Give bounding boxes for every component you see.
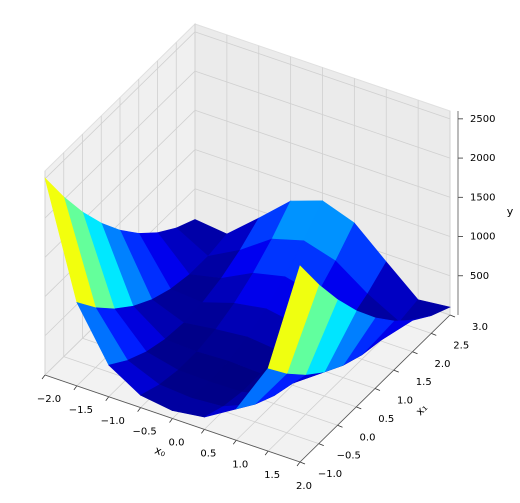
z-tick-label: 2000 bbox=[470, 153, 495, 164]
tick-mark bbox=[412, 351, 418, 355]
tick-mark bbox=[299, 461, 306, 465]
tick-mark bbox=[73, 385, 78, 391]
tick-mark bbox=[296, 461, 301, 467]
z-tick-label: 500 bbox=[470, 271, 489, 282]
x-tick-label: −2.0 bbox=[37, 394, 61, 405]
x-tick-label: 0.5 bbox=[200, 448, 216, 459]
z-tick-label: 1000 bbox=[470, 232, 495, 243]
y-tick-label: −0.5 bbox=[337, 451, 361, 462]
tick-mark bbox=[105, 396, 110, 401]
z-tick-label: 1500 bbox=[470, 192, 495, 203]
y-tick-label: −1.0 bbox=[318, 469, 342, 480]
y-tick-label: 1.5 bbox=[416, 377, 432, 388]
surface-patch bbox=[267, 265, 320, 374]
axis-line bbox=[299, 314, 451, 463]
tick-mark bbox=[264, 450, 269, 456]
y-tick-label: 0.5 bbox=[378, 414, 394, 425]
y-tick-label: 3.0 bbox=[472, 322, 488, 333]
x-tick-label: −1.5 bbox=[69, 405, 93, 416]
grid-line bbox=[194, 70, 451, 159]
y-tick-label: 1.0 bbox=[397, 396, 413, 407]
tick-mark bbox=[337, 424, 343, 428]
x-tick-label: 1.5 bbox=[264, 470, 280, 481]
grid-line bbox=[44, 70, 196, 219]
z-tick-label: 2500 bbox=[470, 114, 495, 125]
tick-mark bbox=[41, 374, 46, 380]
x-axis-label: x₀ bbox=[153, 444, 168, 460]
tick-mark bbox=[449, 314, 456, 318]
tick-mark bbox=[318, 443, 324, 446]
x-tick-label: −1.0 bbox=[101, 416, 125, 427]
tick-mark bbox=[137, 407, 141, 412]
tick-mark bbox=[169, 418, 173, 423]
tick-mark bbox=[201, 429, 205, 434]
grid-line bbox=[194, 31, 451, 120]
grid-line bbox=[194, 149, 451, 237]
y-axis-label: x₁ bbox=[413, 401, 430, 418]
x-tick-label: 2.0 bbox=[296, 481, 312, 492]
tick-mark bbox=[393, 369, 399, 373]
grid-line bbox=[44, 31, 196, 180]
z-axis-label: y bbox=[507, 205, 514, 218]
tick-mark bbox=[431, 333, 437, 336]
tick-mark bbox=[232, 440, 237, 445]
y-tick-label: 2.0 bbox=[435, 359, 451, 370]
grid-line bbox=[194, 109, 451, 198]
y-tick-label: 2.5 bbox=[453, 340, 469, 351]
y-tick-label: 0.0 bbox=[360, 432, 376, 443]
tick-mark bbox=[374, 388, 381, 391]
axis-line bbox=[44, 374, 301, 463]
x-tick-label: 1.0 bbox=[232, 459, 248, 470]
tick-mark bbox=[356, 406, 362, 410]
x-tick-label: 0.0 bbox=[169, 438, 185, 449]
x-tick-label: −0.5 bbox=[132, 427, 156, 438]
